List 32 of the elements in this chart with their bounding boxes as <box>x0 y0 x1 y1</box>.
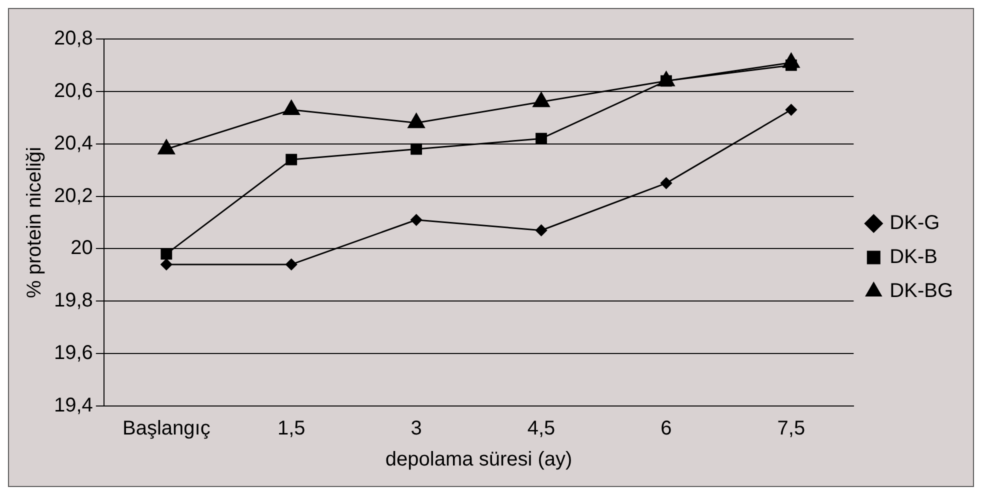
point <box>160 258 172 270</box>
y-tick-label: 20,2 <box>54 184 93 207</box>
x-tick-label: 6 <box>660 418 672 440</box>
point <box>408 113 425 128</box>
point <box>286 154 298 166</box>
x-axis-title: depolama süresi (ay) <box>385 448 572 471</box>
point <box>286 258 298 270</box>
x-tick-label: 3 <box>410 418 422 440</box>
y-axis-title: % protein niceliği <box>24 146 46 298</box>
legend-label: DK-BG <box>890 280 954 302</box>
y-tick-label: 19,6 <box>54 342 93 364</box>
point <box>532 92 550 108</box>
x-tick-label: 7,5 <box>777 418 806 440</box>
point <box>410 143 422 155</box>
y-tick-label: 20,8 <box>54 28 93 50</box>
point <box>785 104 797 116</box>
point <box>660 177 672 189</box>
y-tick-label: 20,4 <box>54 132 93 154</box>
x-tick-label: Başlangıç <box>122 418 210 440</box>
point <box>282 100 300 116</box>
y-tick-label: 20,6 <box>54 80 93 102</box>
y-tick-label: 20 <box>70 237 93 260</box>
legend-label: DK-G <box>890 212 940 234</box>
point <box>536 224 548 236</box>
legend-label: DK-B <box>890 246 938 268</box>
point <box>536 132 547 144</box>
point <box>410 214 422 226</box>
y-tick-label: 19,8 <box>54 290 93 312</box>
point <box>160 248 172 260</box>
x-tick-label: 4,5 <box>527 418 556 440</box>
x-tick-label: 1,5 <box>277 418 306 440</box>
y-tick-label: 19,4 <box>54 394 93 417</box>
